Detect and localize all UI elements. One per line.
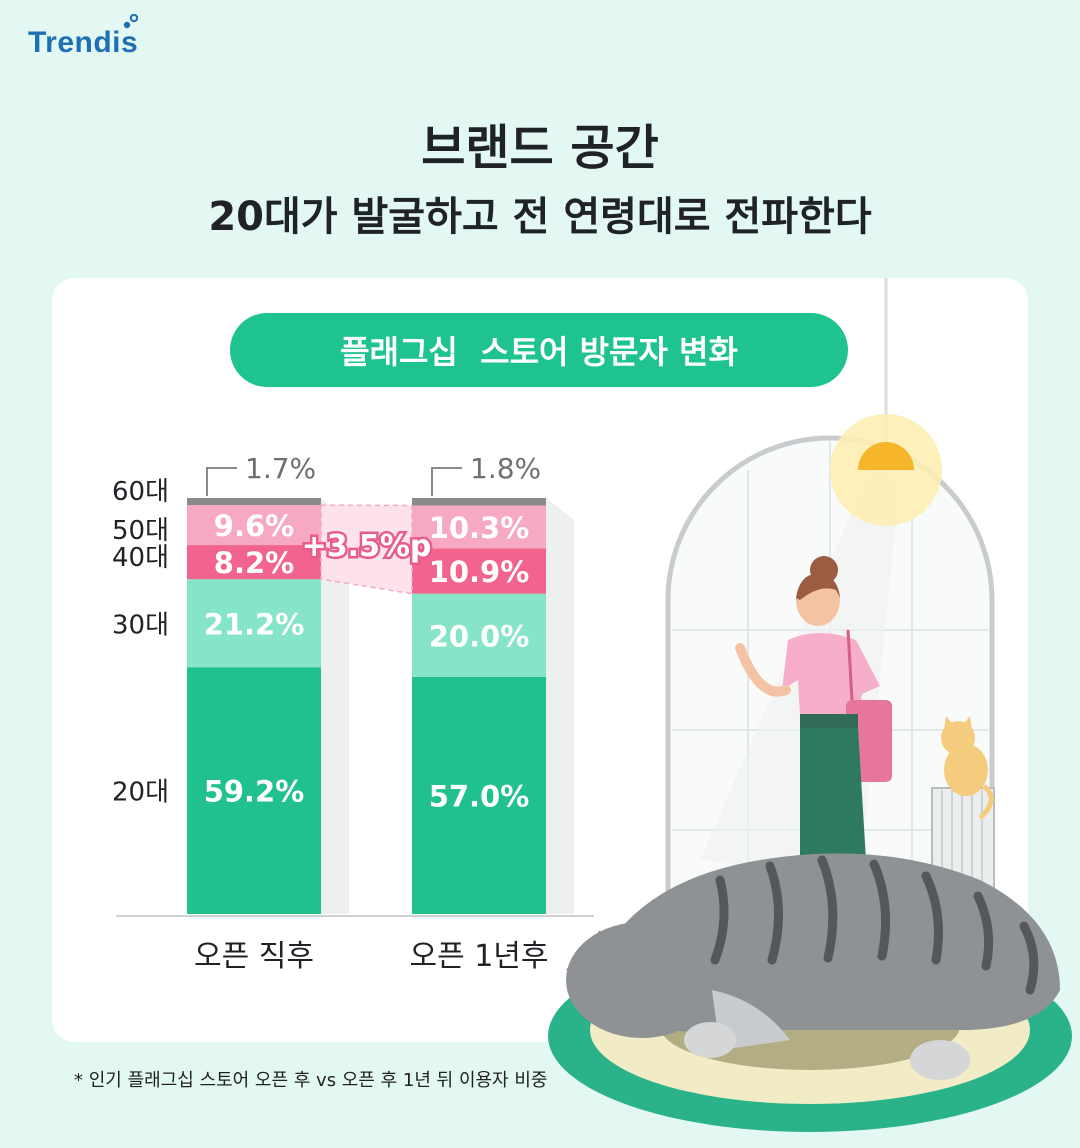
bar-shadow [321,498,349,914]
bar-segment-40대 [187,545,321,580]
data-label: 20.0% [429,619,530,653]
change-annotation: +3.5%p [302,529,432,564]
labels-group: 59.2% 21.2% 8.2%9.6% 1.7% 오픈 직후 57.0% 20.0% 10.… [112,452,549,974]
bar-segment-30대 [412,593,546,677]
callout-line [431,467,462,496]
callout-line [206,467,237,496]
bar-segment-20대 [412,676,546,914]
bars-group [187,498,574,914]
category-label: 오픈 직후 [194,939,314,974]
data-label: 21.2% [204,607,305,641]
logo-dots-icon [123,14,139,29]
small-cat-illustration [941,716,994,820]
big-cat-illustration [566,853,1060,1080]
data-label: 1.8% [470,452,541,485]
data-label: 8.2% [214,546,294,580]
data-label: 10.3% [429,511,530,545]
data-label: 57.0% [429,779,530,813]
annotation-group: +3.5%p [299,504,434,595]
page-title: 브랜드 공간 [421,120,659,176]
data-label: 10.9% [429,555,530,589]
category-label: 오픈 1년후 [409,939,548,974]
bar-shadow [546,498,574,914]
bar-segment-50대 [187,505,321,546]
series-label: 30대 [112,610,169,640]
change-band [320,504,413,595]
woman-illustration [735,556,892,860]
data-label: 1.7% [245,452,316,485]
bar-segment-50대 [412,505,546,549]
illustration [548,278,1072,1132]
series-label: 60대 [112,477,169,507]
trendis-logo: Trendis [28,14,139,60]
footnote: * 인기 플래그십 스토어 오픈 후 vs 오픈 후 1년 뒤 이용자 비중 [74,1070,548,1091]
data-label: 9.6% [214,509,294,543]
bar-segment-40대 [412,548,546,594]
series-label: 40대 [112,543,169,573]
bar-segment-30대 [187,579,321,668]
series-label: 20대 [112,778,169,808]
page-subtitle: 20대가 발굴하고 전 연령대로 전파한다 [208,194,872,240]
logo-text: Trendis [28,26,139,59]
data-label: 59.2% [204,775,305,809]
bar-segment-60대 [412,498,546,506]
chart-title: 플래그십 스토어 방문자 변화 [230,313,848,387]
series-label: 50대 [112,516,169,546]
bar-segment-60대 [187,498,321,506]
bar-segment-20대 [187,667,321,914]
